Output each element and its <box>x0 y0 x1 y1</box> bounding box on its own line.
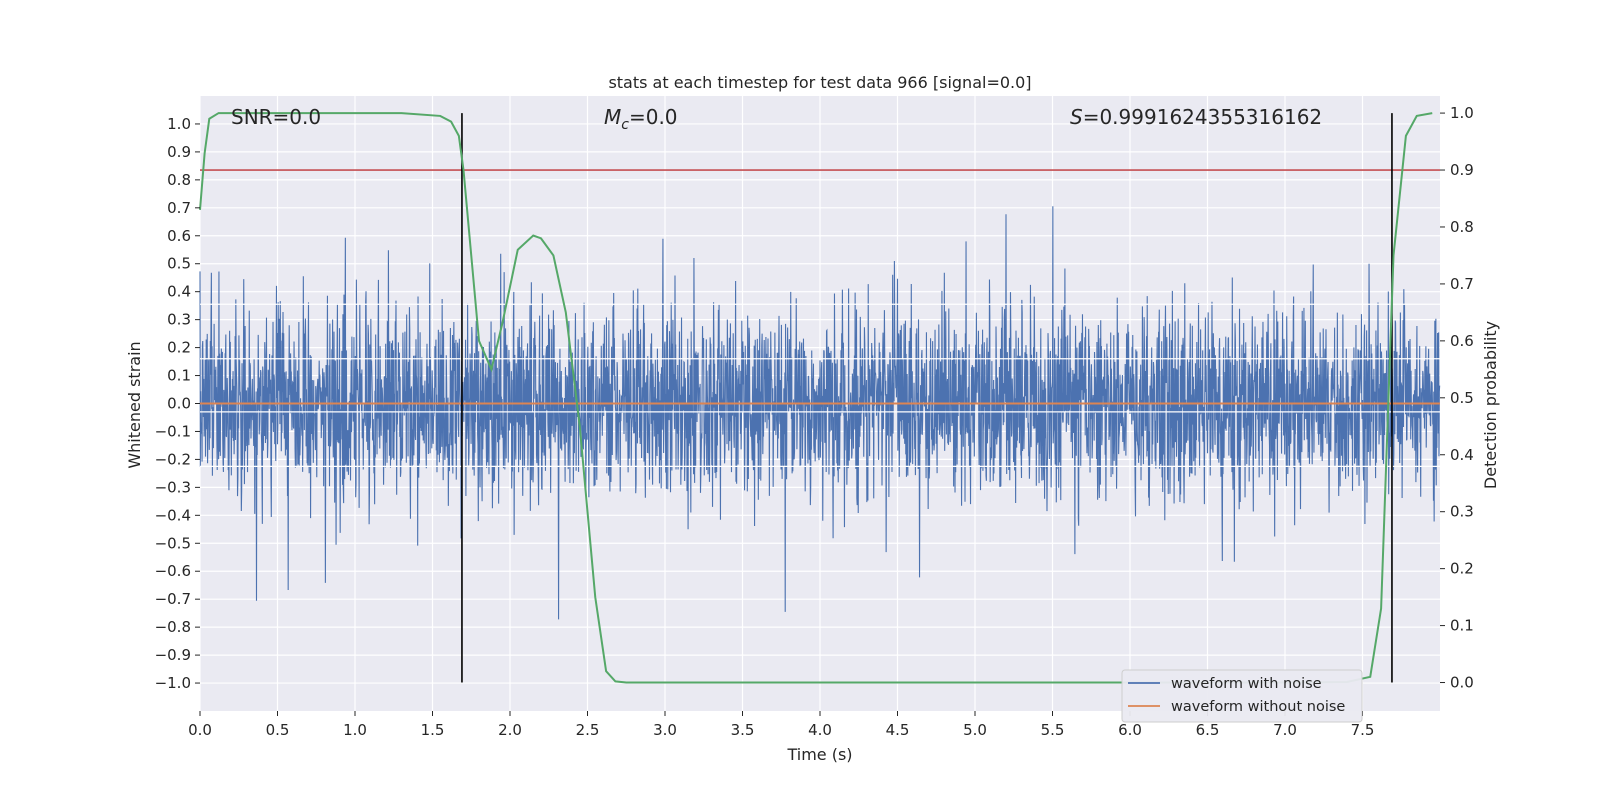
x-tick-label: 4.0 <box>808 721 832 739</box>
x-axis-title: Time (s) <box>786 745 852 764</box>
noise-line <box>199 206 1441 620</box>
y-tick-label: 0.2 <box>167 339 191 357</box>
y-tick-label: −0.8 <box>155 618 191 636</box>
y2-tick-label: 1.0 <box>1450 104 1474 122</box>
y-tick-label: −0.3 <box>155 478 191 496</box>
overlay-lines <box>199 112 1440 684</box>
y-tick-label: 0.5 <box>167 255 191 273</box>
y-tick-label: 1.0 <box>167 115 191 133</box>
y2-tick-label: 0.7 <box>1450 275 1474 293</box>
y2-tick-label: 0.2 <box>1450 560 1474 578</box>
x-tick-label: 7.5 <box>1351 721 1375 739</box>
y-tick-label: 0.4 <box>167 283 191 301</box>
y-tick-label: −0.1 <box>155 422 191 440</box>
legend-box <box>1121 669 1363 723</box>
y2-tick-label: 0.8 <box>1450 218 1474 236</box>
legend-label-clean: waveform without noise <box>1171 699 1345 715</box>
x-tick-label: 2.5 <box>576 721 600 739</box>
y-tick-label: −1.0 <box>155 674 191 692</box>
y-tick-label: 0.7 <box>167 199 191 217</box>
y2-tick-label: 0.3 <box>1450 503 1474 521</box>
y-tick-label: 0.1 <box>167 367 191 385</box>
y-axis-left: 1.0 0.9 0.8 0.7 0.6 0.5 0.4 0.3 0.2 0.1 0.0 −0.1 −0.… <box>155 115 200 692</box>
y-axis-title: Whitened strain <box>125 341 144 468</box>
y2-tick-label: 0.5 <box>1450 389 1474 407</box>
y-tick-label: −0.2 <box>155 450 191 468</box>
x-tick-label: 3.0 <box>653 721 677 739</box>
x-tick-label: 7.0 <box>1273 721 1297 739</box>
s-annotation: S=0.9991624355316162 <box>1070 105 1322 129</box>
x-tick-label: 1.5 <box>421 721 445 739</box>
legend-label-noise: waveform with noise <box>1171 676 1322 692</box>
x-tick-label: 0.5 <box>266 721 290 739</box>
chart-title: stats at each timestep for test data 966… <box>608 73 1031 92</box>
y-tick-label: 0.9 <box>167 143 191 161</box>
y-tick-label: 0.6 <box>167 227 191 245</box>
y-tick-label: −0.9 <box>155 646 191 664</box>
y2-axis-title: Detection probability <box>1481 321 1500 489</box>
y2-tick-label: 0.0 <box>1450 674 1474 692</box>
y-axis-right: 1.0 0.9 0.8 0.7 0.6 0.5 0.4 0.3 0.2 0.1 0.0 <box>1440 104 1474 692</box>
snr-annotation: SNR=0.0 <box>231 105 321 129</box>
x-tick-label: 6.5 <box>1196 721 1220 739</box>
mc-annotation: Mc=0.0 <box>604 105 678 133</box>
y2-tick-label: 0.1 <box>1450 617 1474 635</box>
legend: waveform with noise waveform without noi… <box>1121 669 1363 723</box>
x-tick-label: 1.0 <box>343 721 367 739</box>
y-tick-label: 0.3 <box>167 311 191 329</box>
x-tick-label: 5.5 <box>1041 721 1065 739</box>
y-tick-label: −0.6 <box>155 562 191 580</box>
y-tick-label: −0.5 <box>155 534 191 552</box>
x-tick-label: 2.0 <box>498 721 522 739</box>
x-tick-label: 6.0 <box>1118 721 1142 739</box>
x-tick-label: 3.5 <box>731 721 755 739</box>
y-tick-label: 0.0 <box>167 395 191 413</box>
y-tick-label: 0.8 <box>167 171 191 189</box>
x-tick-label: 5.0 <box>963 721 987 739</box>
y2-tick-label: 0.6 <box>1450 332 1474 350</box>
y-tick-label: −0.7 <box>155 590 191 608</box>
y2-tick-label: 0.9 <box>1450 161 1474 179</box>
y-tick-label: −0.4 <box>155 506 191 524</box>
waveform-with-noise-series <box>199 206 1441 620</box>
y2-tick-label: 0.4 <box>1450 446 1474 464</box>
x-tick-label: 4.5 <box>886 721 910 739</box>
x-tick-label: 0.0 <box>188 721 212 739</box>
x-axis: 0.0 0.5 1.0 1.5 2.0 2.5 3.0 3.5 4.0 4.5 5.0 5.5 6.0 6… <box>188 711 1374 739</box>
